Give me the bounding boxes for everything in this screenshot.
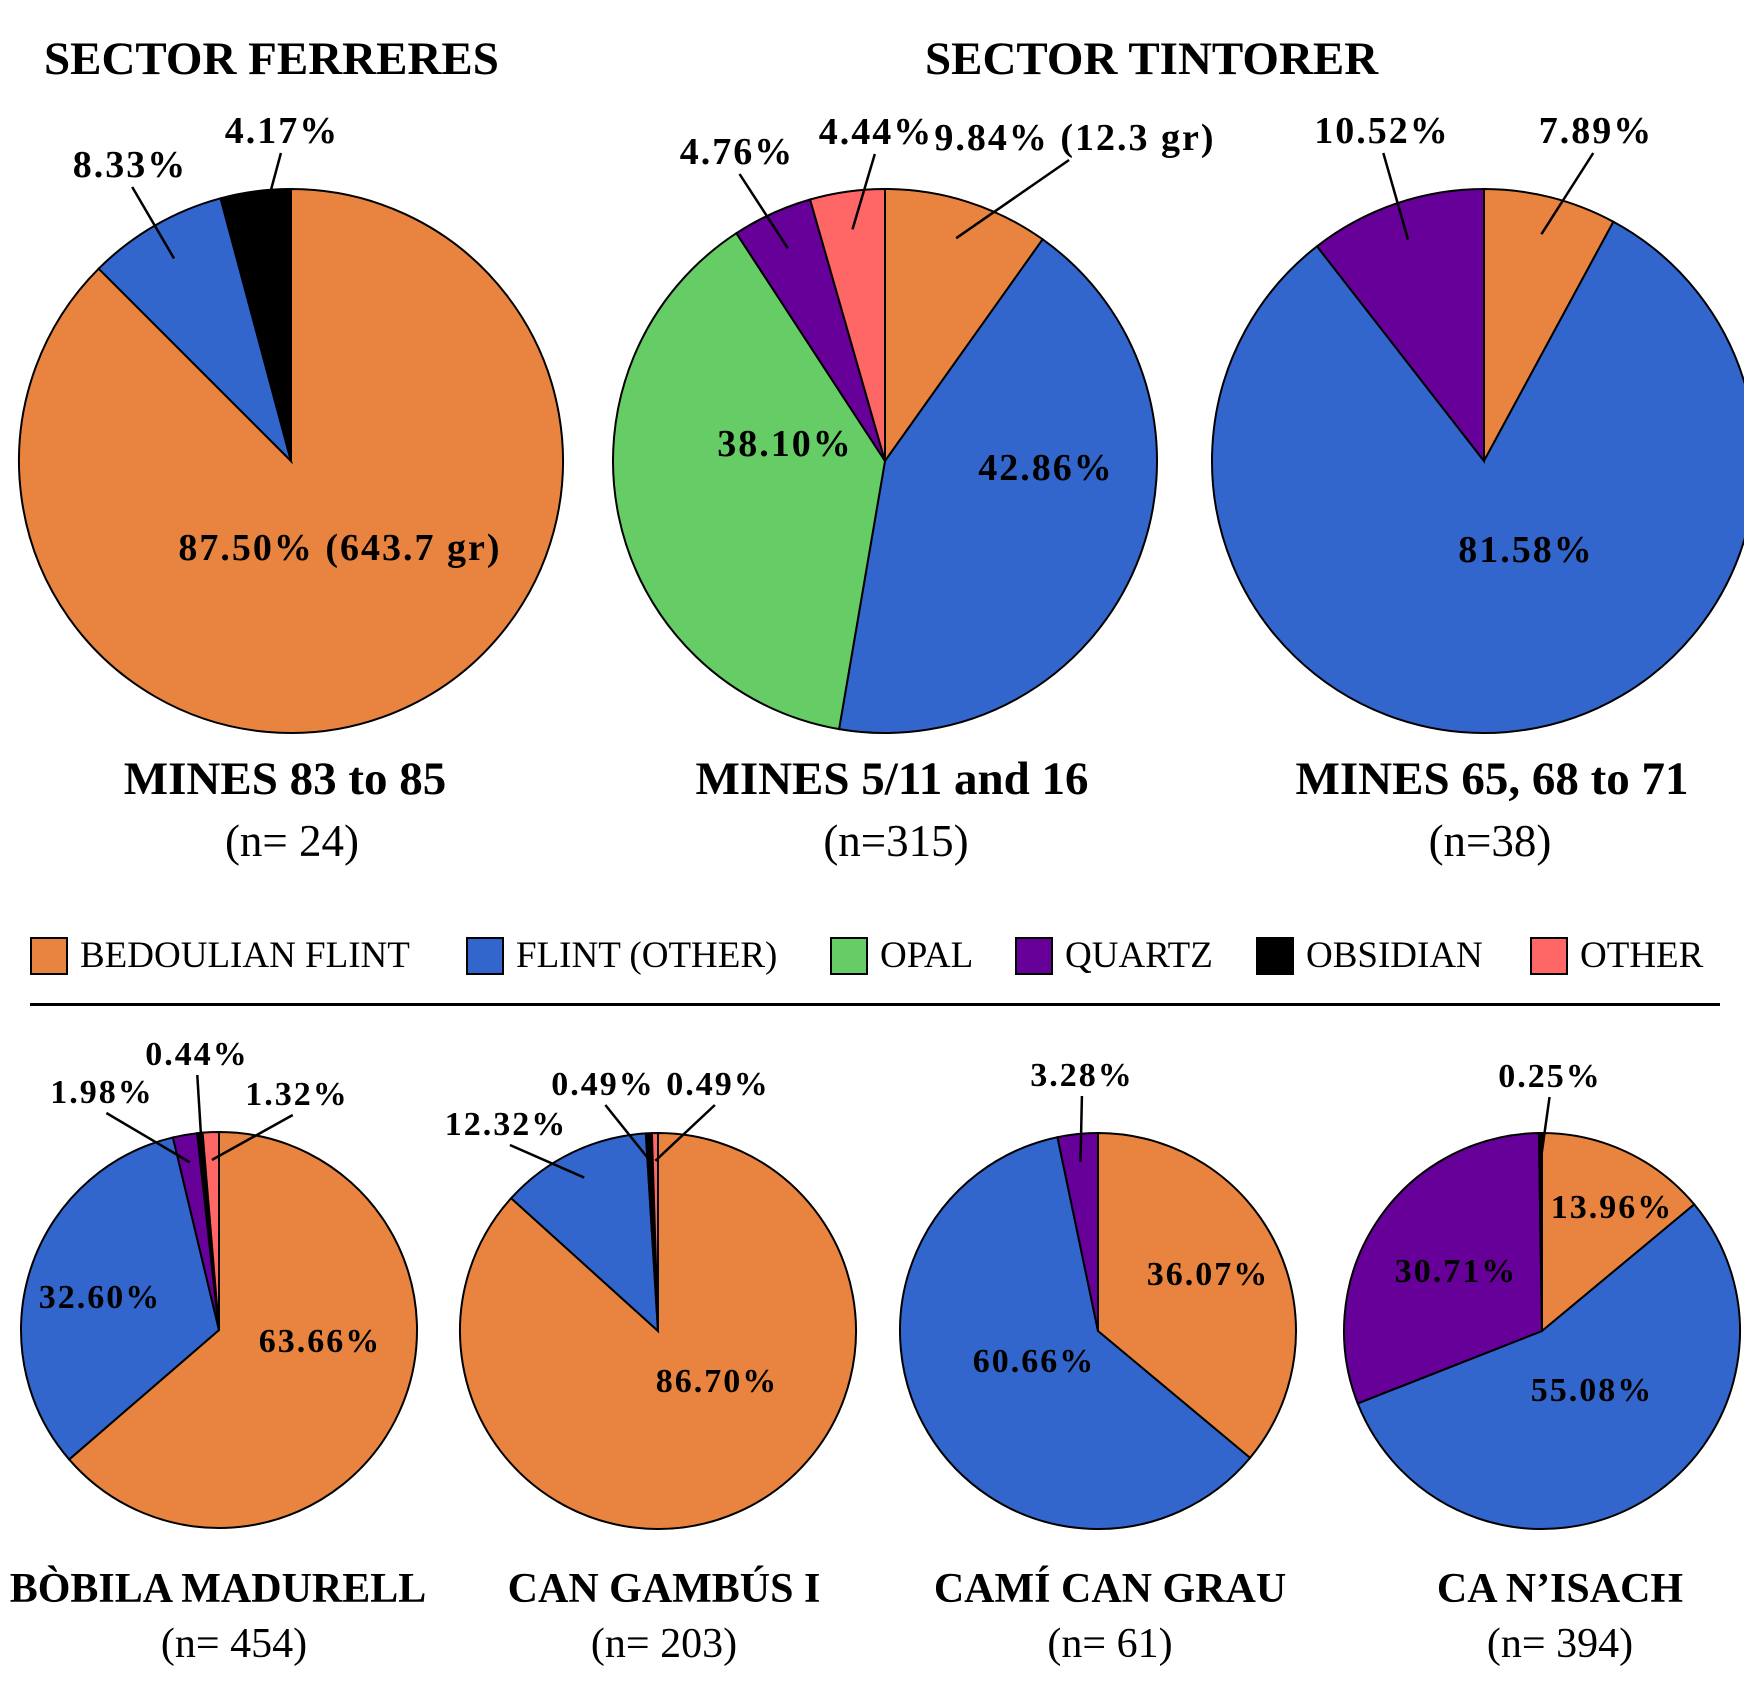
leader-line bbox=[1382, 152, 1410, 241]
leader-line bbox=[509, 1143, 585, 1179]
legend-label: OBSIDIAN bbox=[1306, 935, 1483, 976]
chart-title-can-gambus: CAN GAMBÚS I bbox=[507, 1566, 821, 1612]
chart-title-cami-can-grau: CAMÍ CAN GRAU bbox=[933, 1566, 1287, 1612]
pie-2: 7.89% 81.58% 10.52% bbox=[1211, 110, 1744, 734]
pie-slice bbox=[1056, 1131, 1099, 1332]
legend-swatch bbox=[30, 937, 68, 975]
slice-label: 3.28% bbox=[1030, 1057, 1134, 1094]
leader-line bbox=[105, 1111, 191, 1164]
pie-slice bbox=[650, 1131, 659, 1332]
legend-label: BEDOULIAN FLINT bbox=[80, 935, 410, 976]
leader-line bbox=[738, 173, 789, 249]
sector-tintorer-title: SECTOR TINTORER bbox=[925, 33, 1379, 85]
legend-label: QUARTZ bbox=[1065, 935, 1213, 976]
pie-slice bbox=[1537, 1131, 1543, 1332]
slice-label: 36.07% bbox=[1147, 1256, 1270, 1293]
slice-label: 0.49% bbox=[551, 1066, 655, 1103]
slice-label: 13.96% bbox=[1551, 1189, 1674, 1226]
pie-slice bbox=[837, 237, 1158, 734]
pie-slice bbox=[67, 1130, 418, 1529]
pie-slice bbox=[1356, 1203, 1741, 1530]
slice-label: 30.71% bbox=[1395, 1253, 1518, 1290]
slice-label: 55.08% bbox=[1531, 1372, 1654, 1409]
slice-label: 7.89% bbox=[1539, 110, 1654, 152]
pie-slice bbox=[808, 187, 886, 462]
legend-swatch bbox=[830, 937, 868, 975]
chart-subtitle-ca-nisach: (n= 394) bbox=[1486, 1621, 1634, 1667]
chart-title-ca-nisach: CA N’ISACH bbox=[1436, 1566, 1684, 1612]
slice-label: 38.10% bbox=[717, 423, 853, 465]
slice-label: 0.49% bbox=[666, 1066, 770, 1103]
slice-label: 8.33% bbox=[73, 144, 188, 186]
pie-slice bbox=[1541, 1131, 1696, 1334]
chart-subtitle-mines-5-11-16: (n=315) bbox=[823, 816, 969, 866]
pie-1: 9.84% (12.3 gr) 42.86% 38.10% 4.76% 4.44% bbox=[612, 111, 1215, 734]
chart-title-bobila-madurell: BÒBILA MADURELL bbox=[9, 1566, 427, 1612]
sector-ferreres-title: SECTOR FERRERES bbox=[44, 33, 499, 85]
slice-label: 4.17% bbox=[225, 110, 340, 152]
slice-label: 86.70% bbox=[656, 1363, 779, 1400]
chart-title-mines-83-85: MINES 83 to 85 bbox=[123, 753, 447, 805]
leader-line bbox=[211, 1113, 294, 1161]
slice-label: 1.32% bbox=[245, 1076, 349, 1113]
legend-label: OTHER bbox=[1580, 935, 1704, 976]
slice-label: 9.84% (12.3 gr) bbox=[934, 117, 1215, 159]
slice-label: 0.44% bbox=[145, 1036, 249, 1073]
chart-subtitle-cami-can-grau: (n= 61) bbox=[1047, 1621, 1173, 1667]
leader-line bbox=[131, 186, 176, 260]
legend-label: FLINT (OTHER) bbox=[516, 935, 778, 976]
leader-line bbox=[851, 153, 877, 230]
slice-label: 32.60% bbox=[39, 1279, 162, 1316]
slice-label: 4.76% bbox=[680, 131, 795, 173]
slice-label: 42.86% bbox=[978, 447, 1114, 489]
leader-line bbox=[1540, 152, 1595, 235]
legend-label: OPAL bbox=[880, 935, 974, 976]
pie-3: 63.66% 32.60% 1.98%0.44%1.32% bbox=[20, 1036, 418, 1529]
slice-label: 10.52% bbox=[1314, 110, 1450, 152]
chart-title-mines-5-11-16: MINES 5/11 and 16 bbox=[695, 753, 1089, 805]
chart-subtitle-can-gambus: (n= 203) bbox=[590, 1621, 738, 1667]
leader-line bbox=[196, 1074, 204, 1161]
slice-label: 0.25% bbox=[1498, 1058, 1602, 1095]
slice-label: 60.66% bbox=[973, 1343, 1096, 1380]
pie-slice bbox=[1343, 1132, 1544, 1405]
pie-slice bbox=[884, 187, 1045, 465]
slice-label: 81.58% bbox=[1458, 529, 1594, 571]
pie-slice bbox=[219, 187, 292, 462]
divider bbox=[30, 1003, 1720, 1006]
chart-title-mines-65-71: MINES 65, 68 to 71 bbox=[1295, 753, 1689, 805]
pie-slice bbox=[899, 1136, 1252, 1531]
legend-swatch bbox=[466, 937, 504, 975]
chart-subtitle-bobila-madurell: (n= 454) bbox=[160, 1621, 308, 1667]
leader-line bbox=[654, 1104, 716, 1162]
chart-subtitle-mines-65-71: (n=38) bbox=[1428, 816, 1552, 866]
leader-line bbox=[604, 1104, 652, 1162]
slice-label: 12.32% bbox=[445, 1106, 568, 1143]
pie-6: 13.96% 55.08% 30.71% 0.25% bbox=[1343, 1058, 1741, 1530]
pie-slice bbox=[1211, 220, 1744, 734]
leader-line bbox=[1539, 1096, 1551, 1161]
leader-line bbox=[1079, 1095, 1084, 1162]
legend-swatch bbox=[1015, 937, 1053, 975]
chart-subtitle-mines-83-85: (n= 24) bbox=[224, 816, 360, 866]
slice-label: 87.50% (643.7 gr) bbox=[178, 527, 501, 569]
pie-slice bbox=[509, 1132, 660, 1334]
pie-4: 86.70%12.32%0.49% 0.49% bbox=[445, 1066, 857, 1530]
pie-5: 36.07% 60.66% 3.28% bbox=[899, 1057, 1297, 1531]
leader-line bbox=[259, 152, 283, 230]
pie-slice bbox=[1097, 1131, 1297, 1460]
pie-slice bbox=[1483, 187, 1615, 462]
pie-slice bbox=[20, 1136, 221, 1461]
legend-swatch bbox=[1530, 937, 1568, 975]
slice-label: 4.44% bbox=[819, 111, 934, 153]
slice-label: 63.66% bbox=[259, 1323, 382, 1360]
slice-label: 1.98% bbox=[50, 1074, 154, 1111]
pie-slice bbox=[201, 1130, 220, 1331]
leader-line bbox=[955, 158, 1070, 240]
pie-slice bbox=[1315, 187, 1485, 464]
legend-swatch bbox=[1256, 937, 1294, 975]
pie-0: 87.50% (643.7 gr) 8.33% 4.17% bbox=[18, 110, 564, 734]
